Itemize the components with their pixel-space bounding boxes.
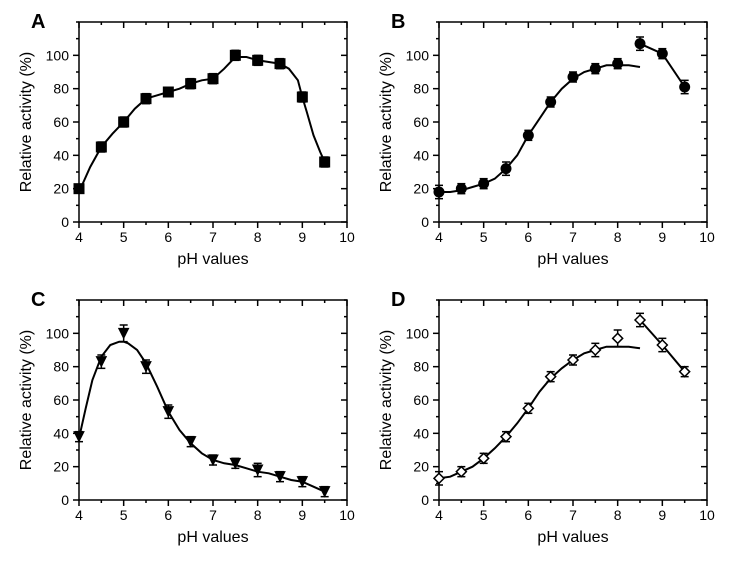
- y-tick-label: 60: [413, 392, 429, 408]
- fitted-curve: [439, 65, 640, 192]
- x-tick-label: 6: [524, 507, 532, 523]
- y-tick-label: 60: [53, 114, 69, 130]
- panel-d: D45678910020406080100pH valuesRelative a…: [367, 284, 727, 556]
- x-tick-label: 4: [75, 229, 83, 245]
- y-tick-label: 20: [53, 181, 69, 197]
- panel-letter: B: [391, 11, 405, 33]
- x-tick-label: 10: [339, 229, 355, 245]
- x-tick-label: 9: [658, 507, 666, 523]
- y-tick-label: 40: [53, 425, 69, 441]
- y-tick-label: 0: [421, 492, 429, 508]
- y-tick-label: 0: [61, 492, 69, 508]
- y-tick-label: 20: [413, 181, 429, 197]
- x-tick-label: 10: [339, 507, 355, 523]
- x-tick-label: 9: [298, 229, 306, 245]
- x-tick-label: 7: [209, 507, 217, 523]
- x-tick-label: 5: [480, 229, 488, 245]
- y-axis-title: Relative activity (%): [18, 52, 35, 192]
- x-tick-label: 8: [254, 507, 262, 523]
- x-tick-label: 4: [435, 507, 443, 523]
- fitted-curve: [439, 347, 640, 479]
- fitted-curve: [79, 342, 325, 492]
- x-tick-label: 4: [75, 507, 83, 523]
- y-axis-title: Relative activity (%): [18, 330, 35, 470]
- x-tick-label: 6: [164, 229, 172, 245]
- x-tick-label: 5: [120, 507, 128, 523]
- x-axis-title: pH values: [177, 251, 248, 268]
- x-axis-title: pH values: [537, 529, 608, 546]
- x-tick-label: 8: [614, 507, 622, 523]
- x-tick-label: 9: [298, 507, 306, 523]
- y-axis-title: Relative activity (%): [378, 52, 395, 192]
- x-tick-label: 10: [699, 229, 715, 245]
- y-tick-label: 80: [413, 81, 429, 97]
- y-axis-title: Relative activity (%): [378, 330, 395, 470]
- y-tick-label: 100: [406, 325, 430, 341]
- figure-grid: A45678910020406080100pH valuesRelative a…: [0, 0, 734, 561]
- x-tick-label: 5: [480, 507, 488, 523]
- fitted-curve: [79, 57, 325, 192]
- y-tick-label: 60: [53, 392, 69, 408]
- y-tick-label: 0: [421, 214, 429, 230]
- panel-a: A45678910020406080100pH valuesRelative a…: [7, 6, 367, 278]
- x-tick-label: 7: [569, 507, 577, 523]
- x-tick-label: 10: [699, 507, 715, 523]
- panel-letter: D: [391, 289, 405, 311]
- x-tick-label: 7: [209, 229, 217, 245]
- y-tick-label: 40: [413, 425, 429, 441]
- panel-letter: A: [31, 11, 45, 33]
- y-tick-label: 20: [413, 459, 429, 475]
- y-tick-label: 60: [413, 114, 429, 130]
- x-axis-title: pH values: [537, 251, 608, 268]
- y-tick-label: 80: [53, 359, 69, 375]
- panel-b: B45678910020406080100pH valuesRelative a…: [367, 6, 727, 278]
- y-tick-label: 40: [53, 147, 69, 163]
- x-tick-label: 7: [569, 229, 577, 245]
- y-tick-label: 80: [53, 81, 69, 97]
- y-tick-label: 100: [46, 325, 70, 341]
- y-tick-label: 0: [61, 214, 69, 230]
- x-tick-label: 9: [658, 229, 666, 245]
- panel-c: C45678910020406080100pH valuesRelative a…: [7, 284, 367, 556]
- x-tick-label: 8: [614, 229, 622, 245]
- x-axis-title: pH values: [177, 529, 248, 546]
- y-tick-label: 100: [406, 47, 430, 63]
- x-tick-label: 4: [435, 229, 443, 245]
- y-tick-label: 80: [413, 359, 429, 375]
- y-tick-label: 20: [53, 459, 69, 475]
- y-tick-label: 100: [46, 47, 70, 63]
- x-tick-label: 6: [164, 507, 172, 523]
- y-tick-label: 40: [413, 147, 429, 163]
- panel-letter: C: [31, 289, 45, 311]
- x-tick-label: 8: [254, 229, 262, 245]
- x-tick-label: 6: [524, 229, 532, 245]
- x-tick-label: 5: [120, 229, 128, 245]
